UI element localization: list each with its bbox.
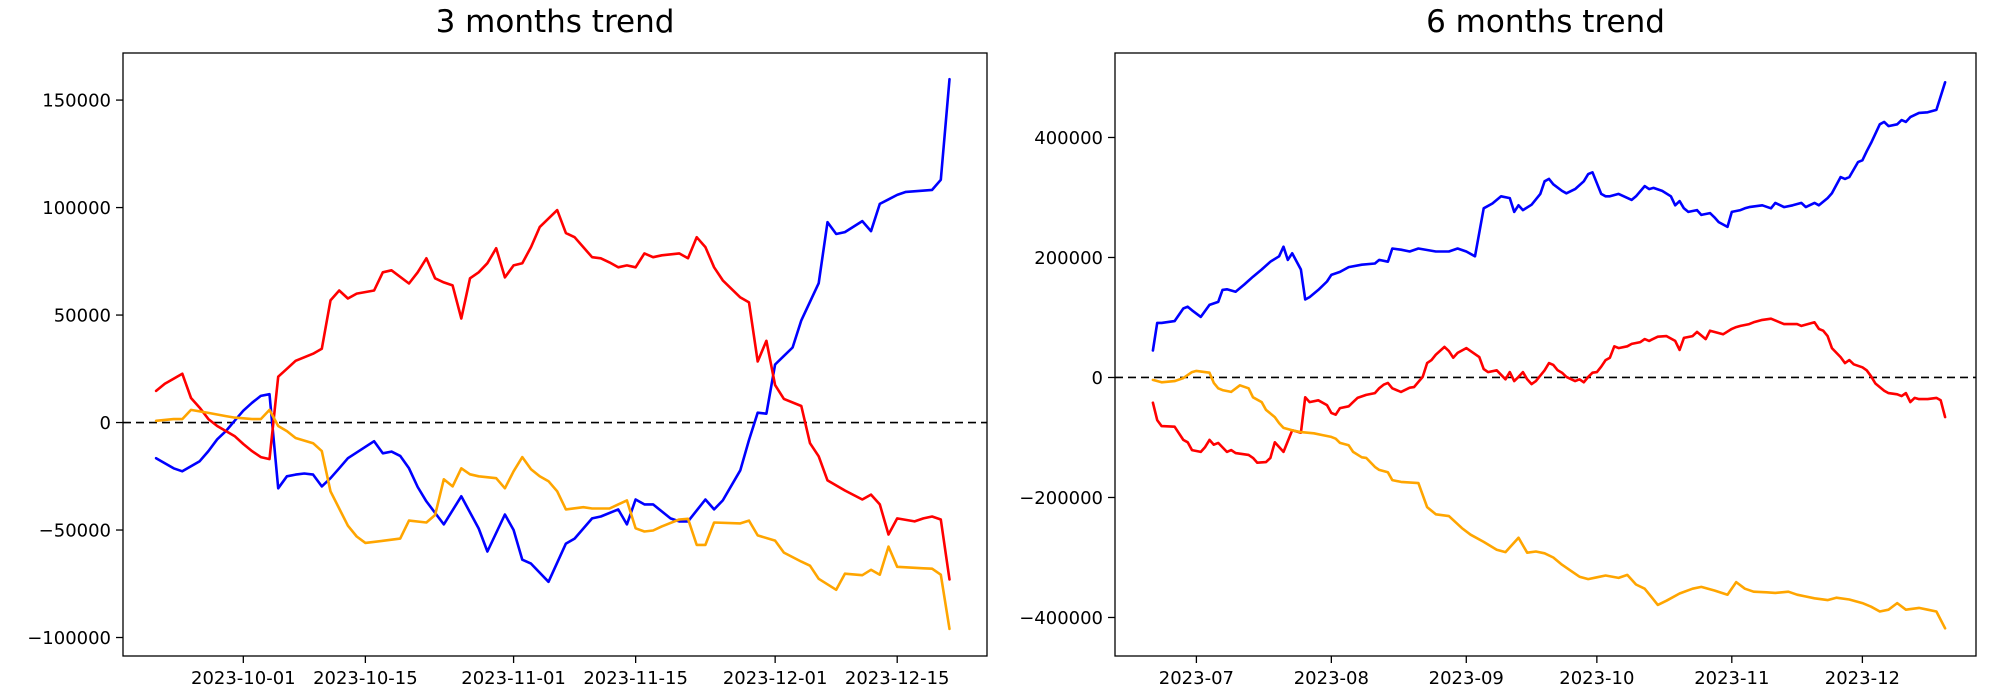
y-tick-label: −200000 [1019, 488, 1103, 509]
x-tick-label: 2023-10-01 [191, 668, 296, 689]
chart-title-6-months: 6 months trend [1426, 4, 1665, 40]
x-tick-label: 2023-12-01 [723, 668, 828, 689]
y-tick-label: 0 [100, 413, 111, 434]
x-tick-label: 2023-12 [1825, 668, 1900, 689]
y-tick-label: 150000 [42, 91, 111, 112]
line-series-red [1151, 317, 1947, 465]
chart-title-3-months: 3 months trend [435, 4, 675, 40]
line-series-blue [154, 77, 951, 584]
x-tick-label: 2023-10 [1559, 668, 1634, 689]
y-tick-label: −100000 [27, 628, 111, 649]
line-series-orange [1151, 369, 1947, 630]
y-tick-label: 100000 [42, 198, 111, 219]
line-series-blue [1151, 81, 1947, 352]
x-tick-label: 2023-11 [1694, 668, 1769, 689]
y-tick-label: 0 [1092, 368, 1103, 389]
chart-3-months: 150000 100000 50000 0 −50000 −100000 2023-10-0… [27, 52, 988, 689]
chart-6-months: 400000 200000 0 −200000 −400000 2023-07 2023-0… [1019, 52, 1977, 689]
y-tick-label: −400000 [1019, 608, 1103, 629]
line-series-red [154, 208, 951, 581]
x-tick-label: 2023-09 [1429, 668, 1504, 689]
y-tick-label: 400000 [1034, 128, 1103, 149]
y-tick-label: −50000 [39, 521, 111, 542]
x-tick-label: 2023-07 [1159, 668, 1234, 689]
x-tick-label: 2023-08 [1294, 668, 1369, 689]
y-tick-label: 200000 [1034, 248, 1103, 269]
line-series-orange [154, 408, 951, 631]
y-tick-label: 50000 [54, 306, 111, 327]
x-tick-label: 2023-12-15 [845, 668, 950, 689]
plot-box [1114, 52, 1977, 657]
x-tick-label: 2023-11-01 [461, 668, 566, 689]
x-tick-label: 2023-10-15 [313, 668, 418, 689]
x-tick-label: 2023-11-15 [583, 668, 688, 689]
plot-box [122, 52, 988, 657]
